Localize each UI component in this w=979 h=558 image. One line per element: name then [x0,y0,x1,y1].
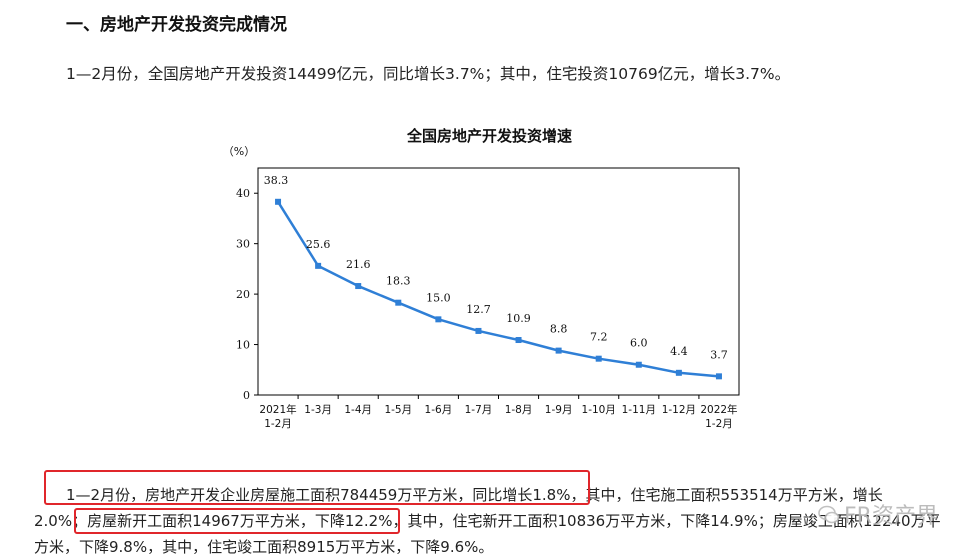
y-tick-label: 10 [236,339,250,352]
body-line-1-rest: 其中，住宅施工面积553514万平方米，增长 [585,486,883,504]
body-line-2-start: 2.0%； [34,512,88,530]
data-point [715,373,722,380]
y-axis-unit-label: （%） [223,145,255,158]
watermark: FR资产界 [818,498,938,530]
y-tick-label: 20 [236,288,250,301]
x-tick-label: 1-2月 [264,418,292,430]
x-tick-label: 1-7月 [465,404,493,416]
x-tick-label: 1-3月 [304,404,332,416]
data-point [275,198,282,205]
data-value-label: 8.8 [550,323,568,336]
x-tick-label: 2022年 [700,403,737,416]
highlight-box-new-construction [74,508,400,534]
watermark-text: FR资产界 [844,504,938,529]
x-tick-label: 1-5月 [384,404,412,416]
data-point [315,262,322,269]
x-tick-label: 1-4月 [344,404,372,416]
x-tick-label: 1-2月 [705,418,733,430]
data-point [435,316,442,323]
body-line-2-rest: 其中，住宅新开工面积10836万平方米，下降14.9%；房屋竣工面积12240万… [407,512,941,530]
highlight-box-construction [44,470,590,505]
data-value-label: 15.0 [426,291,451,304]
y-tick-label: 30 [236,238,250,251]
y-tick-label: 0 [243,389,250,402]
x-tick-label: 1-10月 [582,404,616,416]
x-tick-label: 1-9月 [545,404,573,416]
data-value-label: 4.4 [670,345,688,358]
x-tick-label: 1-8月 [505,404,533,416]
data-point [635,361,642,368]
data-point [555,347,562,354]
data-value-label: 10.9 [506,312,531,325]
data-value-label: 38.3 [264,174,289,187]
x-tick-label: 1-6月 [425,404,453,416]
line-chart: （%） 0 10 20 30 40 2021年 1-2月 1-3月 1-4月 1-5月 1-6月 1… [223,145,740,430]
body-line-2: 2.0%；房屋新开工面积14967万平方米，下降12.2%，其中，住宅新开工面积… [34,510,941,531]
body-line-3: 方米，下降9.8%，其中，住宅竣工面积8915万平方米，下降9.6%。 [34,538,494,556]
data-point [675,369,682,376]
data-value-label: 21.6 [346,258,371,271]
data-value-label: 18.3 [386,275,411,288]
body-line-1: 1—2月份，房地产开发企业房屋施工面积784459万平方米，同比增长1.8%，其… [34,484,883,505]
y-tick-label: 40 [236,187,250,200]
series-line [276,201,720,378]
data-value-label: 25.6 [306,238,331,251]
wechat-icon [818,505,840,524]
highlighted-construction-area-text: 1—2月份，房地产开发企业房屋施工面积784459万平方米，同比增长1.8%， [66,486,586,504]
intro-paragraph: 1—2月份，全国房地产开发投资14499亿元，同比增长3.7%；其中，住宅投资1… [66,65,791,83]
data-point [515,337,522,344]
data-value-label: 7.2 [590,331,608,344]
x-tick-label: 1-11月 [622,404,656,416]
chart-title: 全国房地产开发投资增速 [406,127,572,145]
data-value-label: 12.7 [466,303,491,316]
data-value-label: 3.7 [710,348,728,361]
data-point [475,327,482,334]
highlighted-new-construction-text: 房屋新开工面积14967万平方米，下降12.2%， [87,512,408,530]
data-point [355,283,362,290]
plot-area-frame [257,167,740,396]
section-heading: 一、房地产开发投资完成情况 [66,15,287,35]
data-value-label: 6.0 [630,337,648,350]
x-tick-label: 1-12月 [662,404,696,416]
data-point [395,299,402,306]
data-point [595,355,602,362]
x-tick-label: 2021年 [259,403,296,416]
